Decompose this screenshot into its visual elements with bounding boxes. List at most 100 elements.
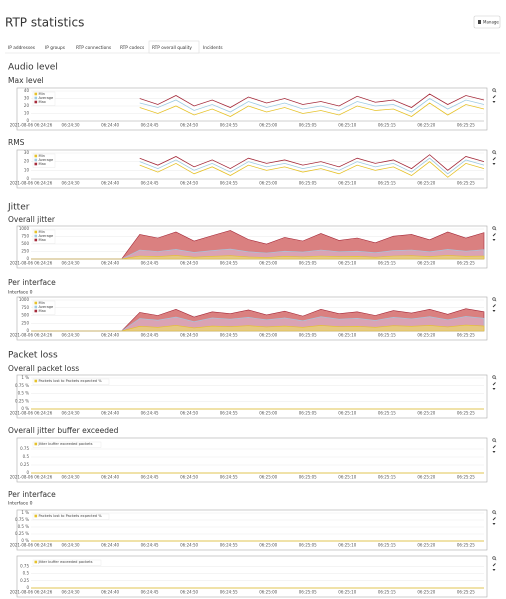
x-tick-label: 06:25:00 — [259, 590, 277, 595]
x-tick-label: 06:25:10 — [338, 543, 356, 548]
x-tick-label: 06:25:25 — [457, 543, 475, 548]
y-tick-label: 0.75 — [20, 563, 29, 568]
legend-label: Average — [39, 305, 55, 309]
legend-label: Max — [39, 100, 47, 104]
legend-box — [32, 378, 110, 385]
zoom-icon[interactable] — [492, 150, 496, 154]
y-tick-label: 10 — [24, 167, 30, 172]
x-tick-label: 06:24:40 — [101, 475, 119, 480]
x-tick-label: 06:24:55 — [220, 475, 238, 480]
manage-label[interactable]: Manage — [483, 20, 499, 25]
x-tick-label: 2021-08-06 06:24:26 — [10, 123, 53, 128]
tab[interactable]: IP groups — [45, 45, 66, 51]
chart-frame — [16, 87, 488, 131]
tab[interactable]: IP addresses — [8, 45, 36, 51]
y-tick-label: 30 — [24, 96, 30, 101]
x-tick-label: 06:25:20 — [417, 543, 435, 548]
legend-swatch — [34, 305, 38, 309]
x-tick-label: 06:25:20 — [417, 123, 435, 128]
legend-label: Average — [39, 234, 55, 238]
x-tick-label: 06:25:05 — [299, 411, 317, 416]
chart-subtitle: Interface 0 — [8, 501, 33, 507]
legend-swatch — [34, 96, 38, 100]
x-tick-label: 06:25:05 — [299, 333, 317, 338]
line — [139, 93, 485, 108]
area — [31, 324, 485, 332]
chart-title: Overall jitter buffer exceeded — [8, 426, 119, 435]
x-tick-label: 06:25:25 — [457, 333, 475, 338]
edit-icon[interactable] — [492, 157, 496, 161]
x-tick-label: 2021-08-06 06:24:26 — [10, 411, 53, 416]
edit-icon[interactable] — [492, 563, 496, 567]
x-tick-label: 06:25:15 — [378, 543, 396, 548]
x-tick-label: 06:25:25 — [457, 261, 475, 266]
legend-box — [32, 559, 102, 566]
x-tick-label: 2021-08-06 06:24:26 — [10, 181, 53, 186]
y-tick-label: 0.5 — [23, 454, 30, 459]
tab[interactable]: RTP connections — [76, 45, 112, 51]
y-tick-label: 20 — [24, 159, 30, 164]
x-tick-label: 06:25:25 — [457, 590, 475, 595]
edit-icon[interactable] — [492, 233, 496, 237]
legend-label: Max — [39, 238, 47, 242]
x-tick-label: 06:24:30 — [62, 475, 80, 480]
y-tick-label: 0.75 % — [15, 383, 29, 388]
edit-icon[interactable] — [492, 517, 496, 521]
tab-active — [148, 40, 200, 54]
legend-swatch — [34, 238, 38, 242]
x-tick-label: 06:24:50 — [180, 543, 198, 548]
manage-button[interactable] — [473, 15, 501, 29]
menu-icon[interactable] — [492, 523, 496, 525]
zoom-icon[interactable] — [492, 556, 496, 560]
menu-icon[interactable] — [492, 239, 496, 241]
legend-swatch — [34, 514, 38, 518]
edit-icon[interactable] — [492, 95, 496, 99]
menu-icon[interactable] — [492, 569, 496, 571]
y-tick-label: 30 — [24, 150, 30, 155]
edit-icon[interactable] — [492, 382, 496, 386]
line — [139, 98, 485, 113]
zoom-icon[interactable] — [492, 226, 496, 230]
zoom-icon[interactable] — [492, 297, 496, 301]
edit-icon[interactable] — [492, 445, 496, 449]
tab[interactable]: RTP overall quality — [152, 45, 192, 51]
y-tick-label: 0 — [26, 328, 29, 333]
x-tick-label: 06:25:05 — [299, 261, 317, 266]
x-tick-label: 06:24:40 — [101, 543, 119, 548]
y-tick-label: 0.5 % — [18, 391, 30, 396]
tab[interactable]: Incidents — [203, 45, 223, 51]
page-title: RTP statistics — [5, 16, 84, 30]
section-heading: Packet loss — [8, 351, 58, 361]
x-tick-label: 06:24:45 — [141, 123, 159, 128]
x-tick-label: 06:25:20 — [417, 333, 435, 338]
y-tick-label: 0 — [26, 470, 29, 475]
zoom-icon[interactable] — [492, 510, 496, 514]
x-tick-label: 06:25:10 — [338, 333, 356, 338]
x-tick-label: 06:25:15 — [378, 261, 396, 266]
x-tick-label: 06:24:55 — [220, 411, 238, 416]
legend-label: Min — [39, 154, 45, 158]
menu-icon[interactable] — [492, 388, 496, 390]
x-tick-label: 06:24:45 — [141, 333, 159, 338]
x-tick-label: 06:24:30 — [62, 123, 80, 128]
menu-icon[interactable] — [492, 310, 496, 312]
x-tick-label: 06:24:55 — [220, 181, 238, 186]
x-tick-label: 2021-08-06 06:24:26 — [10, 333, 53, 338]
chart-title: Max level — [8, 76, 44, 85]
menu-icon[interactable] — [492, 163, 496, 165]
legend-label: Jitter buffer exceeded packets — [38, 442, 93, 446]
edit-icon[interactable] — [492, 304, 496, 308]
x-tick-label: 06:25:15 — [378, 181, 396, 186]
x-tick-label: 06:25:10 — [338, 590, 356, 595]
x-tick-label: 06:24:40 — [101, 590, 119, 595]
x-tick-label: 06:25:10 — [338, 181, 356, 186]
menu-icon[interactable] — [492, 101, 496, 103]
y-tick-label: 250 — [21, 320, 29, 325]
zoom-icon[interactable] — [492, 88, 496, 92]
menu-icon[interactable] — [492, 451, 496, 453]
zoom-icon[interactable] — [492, 375, 496, 379]
x-tick-label: 06:25:05 — [299, 543, 317, 548]
zoom-icon[interactable] — [492, 438, 496, 442]
y-tick-label: 0 — [26, 118, 29, 123]
tab[interactable]: RTP codecs — [120, 45, 145, 51]
